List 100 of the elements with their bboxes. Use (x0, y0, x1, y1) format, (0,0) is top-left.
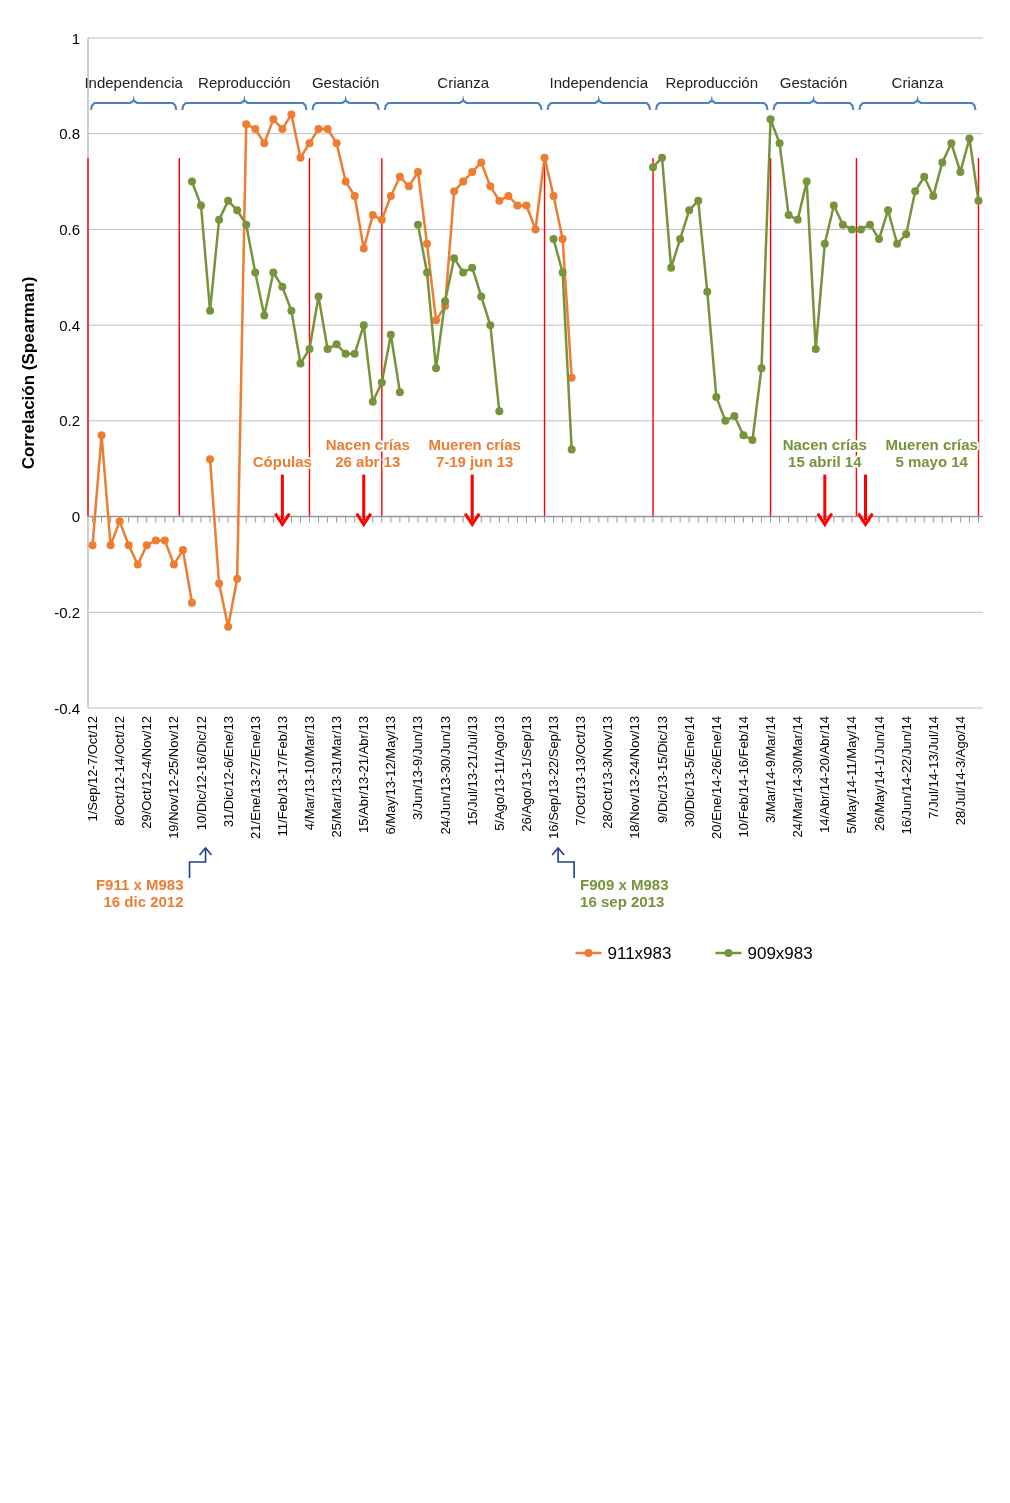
text: F909 x M983 16 sep 2013 (580, 876, 669, 910)
x-tick-label: 30/Dic/13-5/Ene/14 (681, 716, 697, 828)
point (432, 316, 441, 325)
point (341, 177, 350, 186)
point (260, 139, 269, 148)
x-tick-label: 7/Oct/13-13/Oct/13 (573, 716, 589, 826)
point (160, 536, 169, 545)
y-tick-label: 0.6 (59, 220, 80, 238)
point (332, 139, 341, 148)
x-tick-label: 16/Jun/14-22/Jun/14 (898, 716, 914, 835)
annotation: Mueren crías 7-19 jun 13 (428, 435, 521, 470)
point (169, 560, 178, 569)
x-tick-label: 26/Ago/13-1/Sep/13 (518, 716, 534, 832)
point (350, 191, 359, 200)
y-tick-label: 0 (71, 508, 80, 526)
point (314, 124, 323, 133)
x-tick-label: 6/May/13-12/May/13 (383, 716, 399, 835)
y-tick-label: 0.8 (59, 125, 80, 143)
annotation: Crianza (437, 74, 490, 91)
point (278, 124, 287, 133)
point (88, 541, 97, 550)
point (377, 215, 386, 224)
x-tick-label: 15/Jul/13-21/Jul/13 (464, 716, 480, 826)
x-tick-label: 25/Mar/13-31/Mar/13 (329, 716, 345, 838)
point (404, 182, 413, 191)
text: F911 x M983 16 dic 2012 (95, 876, 184, 910)
point (323, 124, 332, 133)
point (124, 541, 133, 550)
point (269, 115, 278, 124)
x-tick-label: 5/Ago/13-11/Ago/13 (491, 716, 507, 831)
x-tick-label: 28/Oct/13-3/Nov/13 (600, 716, 616, 829)
point (477, 158, 486, 167)
point (106, 541, 115, 550)
x-tick-label: 20/Ene/14-26/Ene/14 (708, 716, 724, 839)
annotation: Mueren crías 5 mayo 14 (885, 435, 978, 470)
point (287, 110, 296, 119)
x-tick-label: 24/Mar/14-30/Mar/14 (790, 716, 806, 838)
x-tick-label: 31/Dic/12-6/Ene/13 (220, 716, 236, 828)
point (459, 177, 468, 186)
point (178, 546, 187, 555)
point (97, 431, 106, 440)
point (413, 168, 422, 176)
x-tick-label: 18/Nov/13-24/Nov/13 (627, 716, 643, 839)
point (540, 153, 549, 162)
x-tick-label: 8/Oct/12-14/Oct/12 (112, 716, 128, 826)
point (151, 536, 160, 545)
y-axis-title: Correlación (Spearman) (18, 276, 38, 470)
point (305, 139, 314, 148)
point (495, 196, 504, 205)
point (558, 235, 567, 243)
legend-label: 911x983 (607, 943, 672, 963)
point (504, 191, 513, 200)
annotation: Reproducción (198, 74, 291, 91)
point (359, 244, 368, 253)
y-tick-label: 1 (71, 29, 80, 47)
annotation: Independencia (549, 74, 649, 91)
x-tick-label: 1/Sep/12-7/Oct/12 (85, 716, 101, 822)
point (233, 574, 242, 583)
x-tick-label: 11/Feb/13-17/Feb/13 (274, 716, 290, 837)
point (133, 560, 142, 569)
x-tick-label: 3/Mar/14-9/Mar/14 (763, 716, 779, 823)
point (468, 168, 477, 176)
point (513, 201, 522, 210)
annotation: Gestación (311, 74, 380, 91)
point (142, 541, 151, 550)
point (531, 225, 540, 234)
point (224, 622, 233, 631)
x-tick-label: 10/Dic/12-16/Dic/12 (193, 716, 209, 831)
x-tick-label: 16/Sep/13-22/Sep/13 (546, 716, 562, 839)
point (522, 201, 531, 210)
x-tick-label: 3/Jun/13-9/Jun/13 (410, 716, 426, 821)
annotation: Crianza (891, 74, 944, 91)
point (296, 153, 305, 162)
point (251, 124, 260, 133)
point (115, 517, 124, 526)
x-tick-label: 5/May/14-11/May/14 (844, 716, 860, 834)
y-tick-label: -0.4 (54, 699, 80, 717)
point (187, 598, 196, 607)
x-tick-label: 29/Oct/12-4/Nov/12 (139, 716, 155, 829)
point (206, 455, 215, 464)
legend-label: 909x983 (747, 943, 813, 963)
point (450, 187, 459, 196)
x-tick-label: 7/Jul/14-13/Jul/14 (925, 716, 941, 819)
point (386, 191, 395, 200)
point (215, 579, 224, 588)
annotation: Reproducción (665, 74, 759, 91)
y-tick-label: -0.2 (54, 603, 80, 621)
annotation: Independencia (84, 74, 184, 91)
x-tick-label: 15/Abr/13-21/Abr/13 (356, 716, 372, 834)
x-tick-label: 10/Feb/14-16/Feb/14 (735, 716, 751, 838)
x-tick-label: 24/Jun/13-30/Jun/13 (437, 716, 453, 835)
point (549, 191, 558, 200)
y-tick-label: 0.4 (59, 316, 80, 334)
point (242, 120, 251, 129)
x-tick-label: 4/Mar/13-10/Mar/13 (301, 716, 317, 831)
x-tick-label: 26/May/14-1/Jun/14 (871, 716, 887, 831)
x-tick-label: 21/Ene/13-27/Ene/13 (247, 716, 263, 839)
annotation: Gestación (779, 74, 848, 91)
x-tick-label: 19/Nov/12-25/Nov/12 (166, 716, 182, 839)
y-tick-label: 0.2 (59, 412, 80, 430)
